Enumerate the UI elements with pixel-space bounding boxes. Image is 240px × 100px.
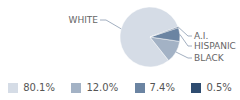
- html-text:80.1%: 80.1%: [23, 82, 55, 93]
- svg-text:BLACK: BLACK: [194, 53, 225, 63]
- svg-text:WHITE: WHITE: [68, 15, 98, 25]
- svg-text:A.I.: A.I.: [194, 31, 208, 41]
- html-text:7.4%: 7.4%: [149, 82, 175, 93]
- svg-text:HISPANIC: HISPANIC: [194, 41, 232, 51]
- html-text:0.5%: 0.5%: [206, 82, 232, 93]
- html-text:12.0%: 12.0%: [86, 82, 119, 93]
